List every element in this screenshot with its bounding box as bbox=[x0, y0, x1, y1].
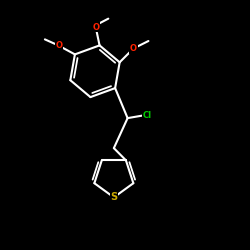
Text: Cl: Cl bbox=[143, 111, 152, 120]
Text: S: S bbox=[110, 192, 118, 202]
Text: O: O bbox=[55, 41, 62, 50]
Text: O: O bbox=[92, 23, 99, 32]
Text: O: O bbox=[130, 44, 137, 53]
